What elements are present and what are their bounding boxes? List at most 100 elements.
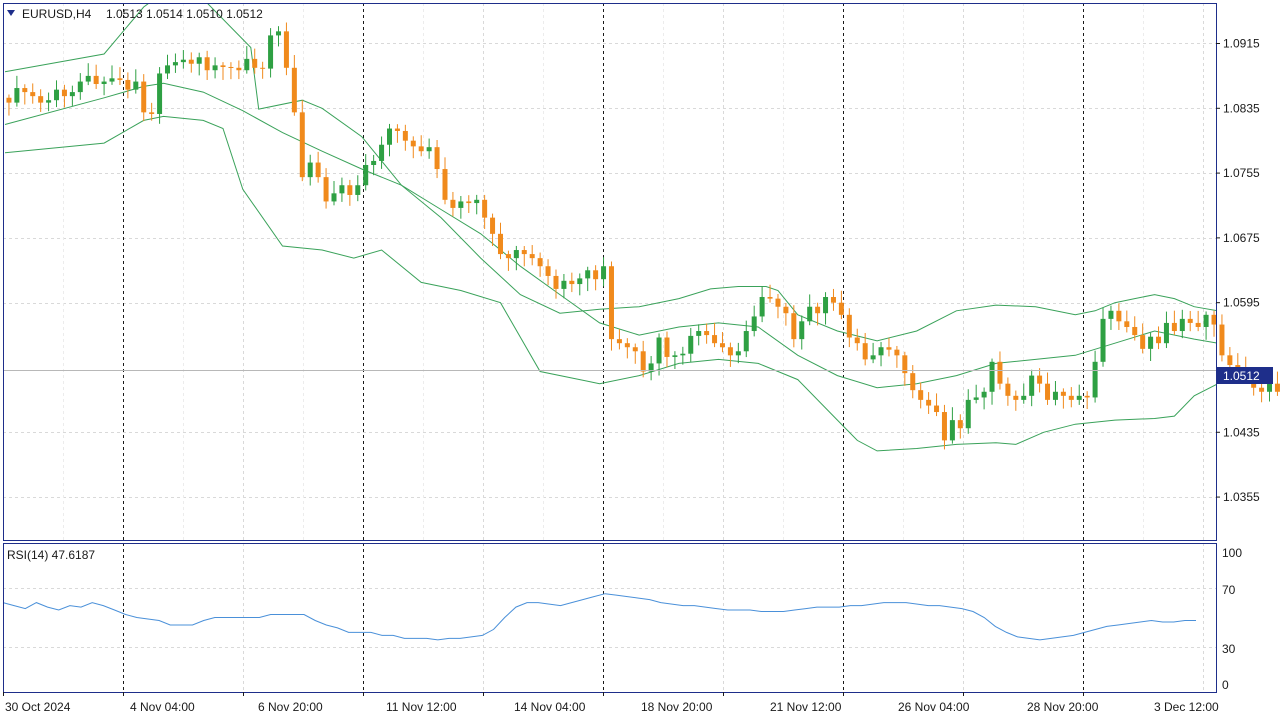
bearish-candle (1156, 336, 1162, 344)
bullish-candle (474, 199, 480, 204)
bullish-candle (759, 297, 765, 317)
bullish-candle (133, 81, 139, 90)
rsi-series-line (2, 593, 1196, 641)
bullish-candle (1163, 322, 1169, 344)
price-tick-label: 1.0915 (1223, 36, 1260, 50)
time-tick-label: 30 Oct 2024 (5, 700, 71, 714)
bearish-candle (410, 140, 416, 147)
bullish-candle (77, 81, 83, 93)
bullish-candle (585, 270, 591, 279)
time-tick-label: 4 Nov 04:00 (130, 700, 195, 714)
bearish-candle (529, 254, 535, 259)
bearish-candle (125, 79, 131, 90)
bearish-candle (894, 349, 900, 356)
bullish-candle (807, 306, 813, 322)
bullish-candle (1108, 310, 1114, 319)
bearish-candle (117, 78, 123, 80)
bullish-candle (14, 88, 20, 103)
bullish-candle (751, 316, 757, 332)
bearish-candle (1124, 321, 1130, 327)
bearish-candle (291, 67, 297, 113)
bearish-candle (252, 58, 258, 68)
bearish-candle (719, 343, 725, 348)
bearish-candle (466, 201, 472, 204)
bullish-candle (54, 89, 60, 101)
bullish-candle (1076, 395, 1082, 400)
bullish-candle (949, 420, 955, 441)
bearish-candle (402, 130, 408, 141)
time-tick-label: 14 Nov 04:00 (514, 700, 586, 714)
bullish-candle (656, 337, 662, 364)
bearish-candle (1132, 326, 1138, 336)
bearish-candle (1005, 383, 1011, 396)
bearish-candle (862, 343, 868, 360)
current-price-badge: 1.0512 (1217, 367, 1273, 384)
bearish-candle (1068, 395, 1074, 400)
bullish-candle (386, 128, 392, 145)
rsi-grid (3, 588, 1216, 648)
bearish-candle (188, 59, 194, 64)
time-tick-label: 28 Nov 20:00 (1027, 700, 1099, 714)
bullish-candle (1029, 375, 1035, 396)
bearish-candle (323, 177, 329, 202)
time-tick-label: 21 Nov 12:00 (770, 700, 842, 714)
bullish-candle (799, 321, 805, 340)
bearish-candle (22, 88, 28, 93)
bearish-candle (537, 258, 543, 267)
bearish-candle (1037, 375, 1043, 384)
dropdown-triangle-icon[interactable] (7, 10, 15, 16)
bearish-candle (299, 112, 305, 178)
ohlc-readout: 1.0513 1.0514 1.0510 1.0512 (106, 7, 263, 21)
price-tick-label: 1.0675 (1223, 231, 1260, 245)
bullish-candle (965, 399, 971, 429)
bearish-candle (712, 335, 718, 344)
bearish-candle (490, 217, 496, 234)
price-tick-label: 1.0755 (1223, 166, 1260, 180)
bearish-candle (664, 337, 670, 357)
bullish-candle (339, 185, 345, 194)
bullish-candle (870, 355, 876, 360)
bearish-candle (315, 162, 321, 178)
bearish-candle (521, 250, 527, 255)
bearish-candle (1211, 314, 1217, 325)
bearish-candle (418, 146, 424, 152)
bearish-candle (941, 412, 947, 441)
bullish-candle (1148, 336, 1154, 349)
bearish-candle (220, 65, 226, 67)
rsi-panel-frame (3, 543, 1217, 693)
price-tick-label: 1.0435 (1223, 425, 1260, 439)
bearish-candle (997, 361, 1003, 384)
chart-frames (3, 3, 1217, 693)
bearish-candle (846, 314, 852, 338)
bullish-candle (180, 59, 186, 63)
bullish-candle (46, 100, 52, 103)
bearish-candle (1259, 387, 1265, 392)
bullish-candle (1092, 361, 1098, 398)
price-axis: 1.0915 1.0835 1.0755 1.0675 1.0595 1.0435 1.03… (1216, 36, 1260, 504)
bearish-candle (394, 128, 400, 131)
bearish-candle (616, 339, 622, 344)
rsi-tick-label: 70 (1222, 583, 1236, 597)
bearish-candle (553, 275, 559, 289)
bearish-candle (228, 66, 234, 68)
bearish-candle (545, 266, 551, 276)
bearish-candle (93, 75, 99, 84)
bearish-candle (886, 347, 892, 350)
bearish-candle (1140, 335, 1146, 349)
bearish-candle (854, 337, 860, 344)
bullish-candle (426, 147, 432, 152)
bearish-candle (1195, 322, 1201, 327)
bearish-candle (1187, 318, 1193, 323)
bullish-candle (823, 297, 829, 314)
bearish-candle (347, 185, 353, 195)
bearish-candle (505, 254, 511, 259)
rsi-tick-label: 30 (1222, 642, 1236, 656)
symbol-timeframe-label: EURUSD,H4 (22, 7, 92, 21)
bearish-candle (957, 420, 963, 429)
bollinger-upper-band (4, 3, 1216, 342)
bullish-candle (973, 397, 979, 400)
bearish-candle (283, 31, 289, 68)
bearish-candle (204, 57, 210, 71)
